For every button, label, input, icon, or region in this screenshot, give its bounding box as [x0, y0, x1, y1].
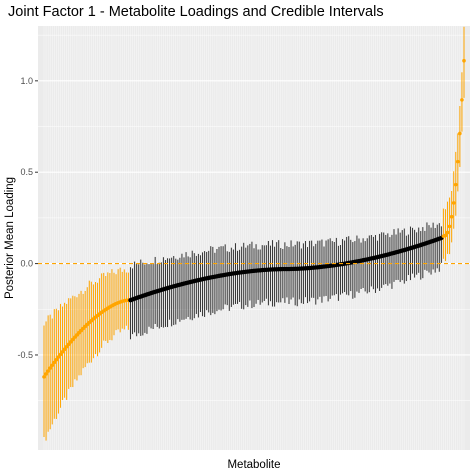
mean-point-highlighted	[42, 375, 46, 379]
mean-point-highlighted	[453, 182, 458, 187]
mean-point-highlighted	[48, 366, 52, 370]
mean-point-highlighted	[460, 98, 464, 102]
y-axis-title: Posterior Mean Loading	[4, 177, 16, 299]
y-tick-label: 1.0	[20, 76, 33, 86]
mean-point-highlighted	[62, 347, 67, 352]
y-tick-label: -0.5	[17, 350, 33, 360]
mean-point-highlighted	[58, 352, 63, 357]
mean-point-highlighted	[46, 369, 50, 373]
y-tick-label: 0.0	[20, 259, 33, 269]
mean-point-highlighted	[44, 372, 48, 376]
mean-point-highlighted	[50, 363, 55, 368]
mean-point-highlighted	[66, 342, 71, 347]
x-axis-title: Metabolite	[227, 459, 280, 471]
mean-point-highlighted	[60, 349, 65, 354]
mean-point-highlighted	[458, 131, 462, 136]
mean-point-highlighted	[54, 357, 59, 362]
y-tick-label: 0.5	[20, 167, 33, 177]
mean-point-highlighted	[443, 233, 448, 238]
mean-point-highlighted	[56, 355, 61, 359]
mean-point-highlighted	[449, 214, 454, 219]
mean-point-highlighted	[451, 201, 456, 205]
mean-point-highlighted	[71, 337, 75, 342]
mean-point-highlighted	[64, 344, 69, 349]
mean-point-highlighted	[456, 159, 460, 164]
mean-point-highlighted	[447, 224, 452, 229]
mean-point-highlighted	[68, 340, 73, 344]
mean-point-highlighted	[52, 360, 57, 365]
chart-title: Joint Factor 1 - Metabolite Loadings and…	[8, 4, 384, 20]
y-axis: -0.5 0.0 0.5 1.0	[17, 76, 38, 360]
mean-point-highlighted	[462, 58, 466, 63]
mean-point-highlighted	[445, 230, 450, 235]
